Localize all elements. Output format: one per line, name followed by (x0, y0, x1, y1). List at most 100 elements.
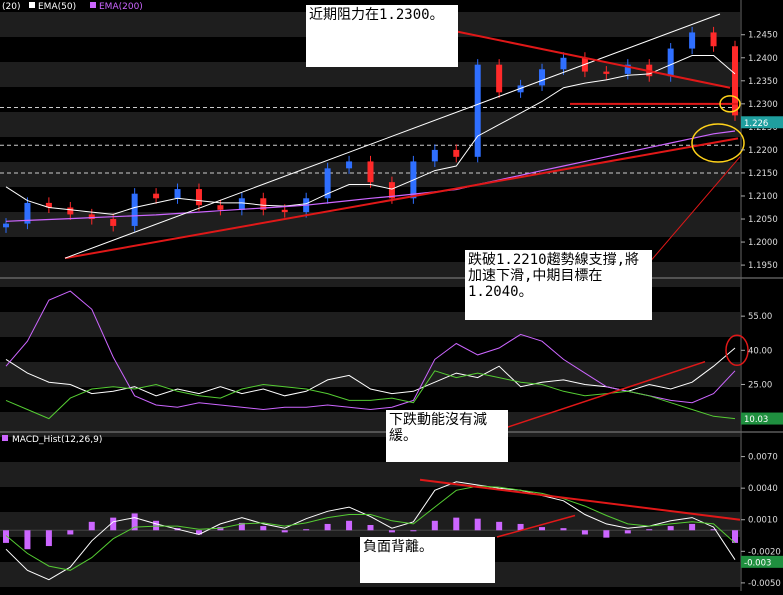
indicator-label-ema200: EMA(200) (99, 2, 143, 12)
macd-hist-bar (410, 530, 417, 532)
macd-tick-label: -0.0050 (748, 579, 781, 589)
macd-tick-label: 0.0040 (748, 484, 778, 494)
candle-body (431, 149, 438, 162)
candle-body (88, 214, 95, 220)
macd-hist-bar (388, 530, 395, 533)
macd-hist-bar (88, 521, 95, 531)
price-tick-label: 1.2300 (748, 100, 778, 110)
channel-line (64, 13, 721, 259)
macd-tick-label: 0.0010 (748, 516, 778, 526)
macd-hist-bar (367, 525, 374, 531)
macd-value-tag: -0.003 (744, 558, 771, 568)
candle-body (131, 193, 138, 226)
macd-hist-bar (324, 523, 331, 531)
background-band (0, 362, 740, 387)
candle-body (217, 205, 224, 210)
macd-hist-bar (732, 530, 738, 543)
macd-hist-bar (517, 523, 524, 531)
candle-body (710, 32, 717, 47)
candle-body (3, 223, 9, 228)
candle-body (67, 207, 74, 215)
candle-body (603, 71, 610, 74)
macd-hist-bar (560, 528, 567, 531)
macd-hist-bar (539, 527, 546, 531)
ema200-legend-swatch (90, 2, 96, 8)
background-band (0, 462, 740, 487)
candle-body (281, 209, 288, 213)
macd-hist-bar (624, 530, 631, 534)
dmi-tick-label: 25.00 (748, 380, 772, 390)
candle-body (474, 64, 481, 157)
macd-tick-label: -0.0020 (748, 547, 781, 557)
macd-hist-bar (474, 518, 481, 531)
candle-body (324, 168, 331, 199)
candle-body (453, 149, 460, 157)
support-trendline (64, 137, 739, 260)
candle-body (539, 69, 546, 86)
price-tick-label: 1.2150 (748, 169, 778, 179)
macd-hist-bar (581, 530, 588, 535)
macd-hist-bar (346, 520, 353, 531)
macd-hist-bar (260, 526, 267, 531)
dmi-value-tag: 10.03 (744, 415, 768, 425)
macd-hist-bar (710, 529, 717, 531)
candle-body (260, 198, 267, 210)
resistance-trendline (449, 29, 731, 89)
resistance-note: 近期阻力在1.2300。 (306, 5, 458, 67)
candle-body (667, 48, 674, 77)
candle-body (45, 202, 52, 208)
macd-signal-line (5, 485, 736, 571)
breakdown-note: 跌破1.2210趨勢線支撐,將加速下滑,中期目標在1.2040。 (465, 250, 652, 320)
background-band (0, 412, 740, 437)
macd-hist-bar (603, 530, 610, 538)
macd-hist-bar (238, 522, 245, 531)
indicator-label-macd: MACD_Hist(12,26,9) (12, 435, 102, 445)
candle-body (560, 57, 567, 70)
dmi-tick-label: 55.00 (748, 312, 772, 322)
candle-body (238, 198, 245, 210)
price-tick-label: 1.2100 (748, 192, 778, 202)
price-tick-label: 1.2350 (748, 77, 778, 87)
divergence-line (419, 478, 741, 521)
macd-hist-bar (689, 523, 696, 531)
price-tick-label: 1.2400 (748, 54, 778, 64)
macd-hist-bar (453, 517, 460, 531)
candle-body (24, 202, 31, 224)
macd-hist-bar (131, 513, 138, 531)
candle-body (689, 32, 696, 49)
macd-tick-label: 0.0070 (748, 453, 778, 463)
adx-circle (725, 334, 749, 367)
macd-hist-bar (431, 520, 438, 531)
price-tick-label: 1.2450 (748, 31, 778, 41)
dmi-plus-line (5, 290, 736, 411)
dmi-panel (5, 290, 736, 420)
price-tick-label: 1.2000 (748, 238, 778, 248)
macd-hist-bar (153, 520, 160, 531)
ema200-line (5, 130, 736, 222)
macd-value-tag-bg (741, 555, 783, 568)
momentum-pointer (504, 360, 706, 429)
macd-hist-bar (45, 530, 52, 547)
macd-hist-bar (110, 517, 117, 531)
macd-hist-bar (667, 526, 674, 531)
candle-body (110, 219, 117, 226)
current-price-tag: 1.226 (744, 119, 768, 129)
price-tick-label: 1.1950 (748, 261, 778, 271)
candle-body (388, 182, 395, 199)
candle-body (624, 64, 631, 74)
candle-body (496, 64, 503, 93)
price-tick-label: 1.2050 (748, 215, 778, 225)
price-panel (0, 26, 740, 233)
resistance-circle (719, 95, 741, 113)
macd-hist-bar (24, 530, 31, 550)
candle-body (346, 161, 353, 169)
macd-hist-bar (646, 529, 653, 531)
divergence-pointer (496, 514, 576, 538)
macd-hist-bar (496, 521, 503, 531)
candle-body (732, 46, 738, 116)
current-price-tag-bg (741, 116, 783, 129)
candle-body (174, 189, 181, 199)
macd-legend-swatch (2, 435, 8, 441)
